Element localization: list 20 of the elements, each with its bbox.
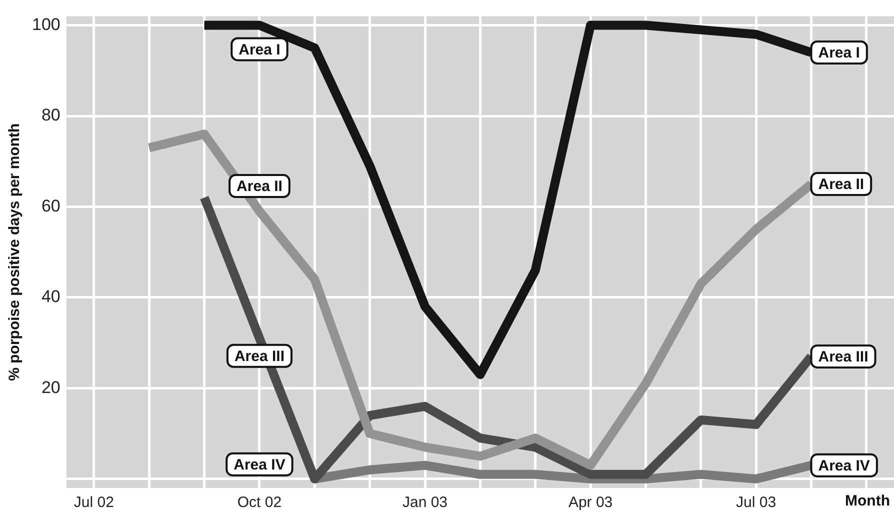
x-tick-label: Jul 02 <box>74 494 114 512</box>
text: Area III <box>818 348 868 366</box>
y-tick-label: 80 <box>41 106 60 125</box>
y-tick-label: 60 <box>41 196 60 216</box>
x-tick-label: Oct 02 <box>237 494 282 512</box>
text: Area IV <box>234 456 286 474</box>
text: Area I <box>818 44 860 62</box>
series-label: Area III <box>234 348 284 366</box>
series-label: Area II <box>236 178 282 196</box>
x-tick-label: Jul 03 <box>736 494 776 512</box>
y-tick-label: 20 <box>41 378 60 397</box>
series-label: Area IV <box>818 457 870 474</box>
x-tick-label: Jan 03 <box>402 494 448 512</box>
y-axis-title: % porpoise positive days per month <box>6 123 24 381</box>
y-tick-label: 100 <box>32 14 60 34</box>
y-tick-label: 40 <box>41 287 60 306</box>
x-tick-label: Apr 03 <box>568 494 613 512</box>
text: Area II <box>818 176 864 194</box>
x-axis-title: Month <box>845 492 890 510</box>
series-label: Area I <box>238 41 280 58</box>
